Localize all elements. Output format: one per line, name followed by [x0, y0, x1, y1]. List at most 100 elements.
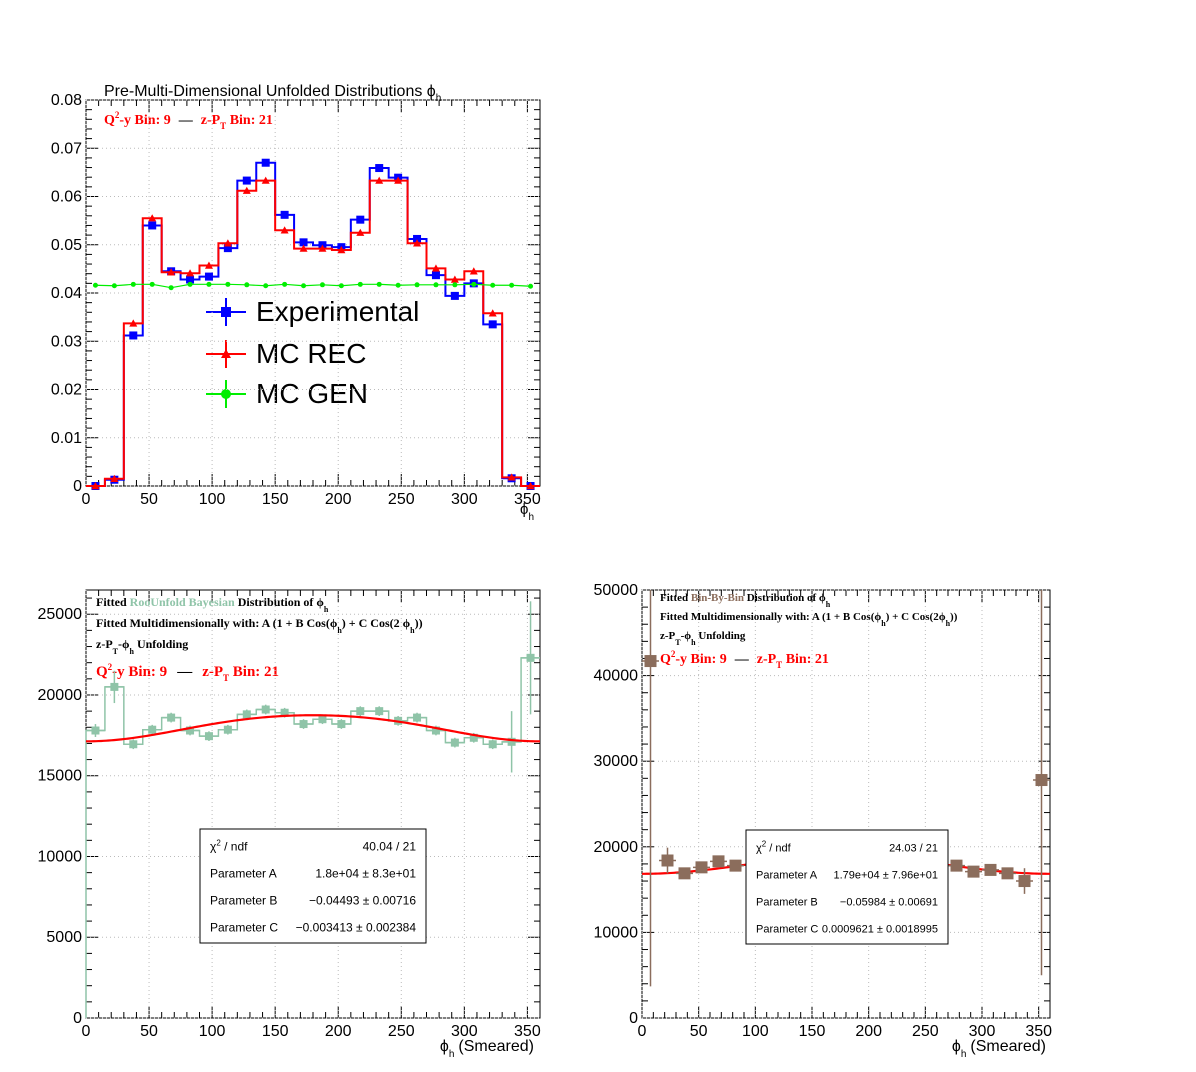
data-point [431, 264, 440, 272]
data-point [375, 164, 384, 173]
x-tick-label: 100 [742, 1023, 769, 1040]
stats-value: 24.03 / 21 [889, 843, 938, 855]
stats-label: Parameter C [756, 924, 818, 936]
y-tick-label: 0.07 [51, 140, 82, 157]
stats-label: χ2 / ndf [756, 840, 792, 855]
data-point [318, 715, 327, 724]
series-line [95, 283, 531, 289]
data-point [1035, 774, 1048, 787]
header-part: )) [415, 616, 423, 630]
data-point [507, 737, 516, 746]
data-point [488, 320, 497, 329]
header-subscript: h [129, 647, 134, 656]
data-point [356, 215, 365, 224]
legend-label: MC REC [256, 338, 366, 369]
data-point [661, 854, 674, 867]
data-point [149, 281, 155, 287]
plot-frame [85, 589, 541, 1019]
data-point [950, 859, 963, 872]
x-tick-label: 0 [82, 491, 91, 508]
data-point [318, 244, 327, 252]
stats-label-part: / ndf [221, 840, 248, 854]
data-point [168, 285, 174, 291]
y-tick-label: 40000 [594, 668, 639, 685]
header-part: -ϕ [118, 637, 130, 651]
x-tick-label: 50 [690, 1023, 708, 1040]
data-point [91, 726, 100, 735]
header-line: Fitted Bin-By-Bin Distribution of ϕh [660, 592, 831, 609]
header-part: Unfolding [696, 630, 746, 642]
y-tick-label: 0.02 [51, 382, 82, 399]
header-part: Fitted Multidimensionally with: A (1 + B… [96, 616, 338, 630]
bin-annotation: Q2-y Bin: 9— z-PT Bin: 21 [104, 110, 273, 131]
x-axis-label: ϕh (Smeared) [440, 1038, 534, 1060]
y-tick-label: 0.06 [51, 189, 82, 206]
data-point [261, 705, 270, 714]
header-subscript: h [324, 605, 329, 614]
data-point [187, 281, 193, 287]
x-tick-label: 200 [325, 1023, 352, 1040]
chart-title: Pre-Multi-Dimensional Unfolded Distribut… [104, 83, 441, 104]
data-point [204, 732, 213, 741]
stats-superscript: 2 [762, 840, 767, 849]
header-line: Fitted Multidimensionally with: A (1 + B… [96, 616, 423, 635]
header-subscript: T [675, 638, 681, 647]
header-subscript: h [946, 619, 951, 628]
x-tick-label: 250 [912, 1023, 939, 1040]
data-point [337, 246, 346, 254]
legend-label: Experimental [256, 296, 419, 327]
stats-label: Parameter A [756, 870, 818, 882]
header-part: ϕ [316, 595, 324, 609]
data-point [148, 214, 157, 222]
data-point [242, 186, 251, 194]
header-part: RooUnfold Bayesian [130, 595, 235, 609]
bin-annotation: Q2-y Bin: 9— z-PT Bin: 21 [96, 662, 279, 683]
data-point [507, 473, 516, 481]
legend-marker [221, 389, 231, 399]
stats-label: Parameter A [210, 867, 277, 881]
data-point [452, 282, 458, 288]
data-point [488, 740, 497, 749]
header-part: ) + C Cos(2 ϕ [342, 616, 411, 630]
header-subscript: T [113, 647, 119, 656]
data-point [299, 244, 308, 252]
y-tick-label: 15000 [38, 768, 83, 785]
stats-value: 40.04 / 21 [363, 840, 417, 854]
x-tick-label: 300 [451, 491, 478, 508]
x-tick-label: 200 [325, 491, 352, 508]
data-point [223, 244, 232, 253]
data-point [450, 275, 459, 283]
data-point [526, 653, 535, 662]
data-point [1001, 867, 1014, 880]
data-point [186, 726, 195, 735]
header-part: z-P [660, 630, 676, 642]
stats-label: Parameter B [210, 894, 277, 908]
y-tick-label: 0 [629, 1010, 638, 1027]
y-tick-label: 0.03 [51, 333, 82, 350]
data-point [111, 283, 117, 289]
data-point [242, 710, 251, 719]
data-point [206, 281, 212, 287]
header-part: )) [950, 611, 958, 623]
legend-marker [221, 307, 231, 317]
stats-box [745, 829, 949, 945]
data-point [129, 331, 138, 340]
stats-label: Parameter C [210, 921, 278, 935]
data-point [375, 707, 384, 716]
header-line: z-PT-ϕh Unfolding [660, 630, 746, 647]
y-tick-label: 5000 [46, 929, 82, 946]
data-point [223, 725, 232, 734]
x-tick-label: 250 [388, 1023, 415, 1040]
data-point [450, 291, 459, 300]
data-point [337, 720, 346, 729]
y-tick-label: 0 [73, 478, 82, 495]
stats-value: 1.79e+04 ± 7.96e+01 [833, 870, 938, 882]
data-point [130, 281, 136, 287]
data-point [394, 176, 403, 184]
data-point [469, 733, 478, 742]
x-tick-label: 300 [969, 1023, 996, 1040]
x-tick-label: 150 [262, 491, 289, 508]
data-point [413, 239, 422, 247]
stats-value: −0.04493 ± 0.00716 [309, 894, 416, 908]
data-point [299, 720, 308, 729]
